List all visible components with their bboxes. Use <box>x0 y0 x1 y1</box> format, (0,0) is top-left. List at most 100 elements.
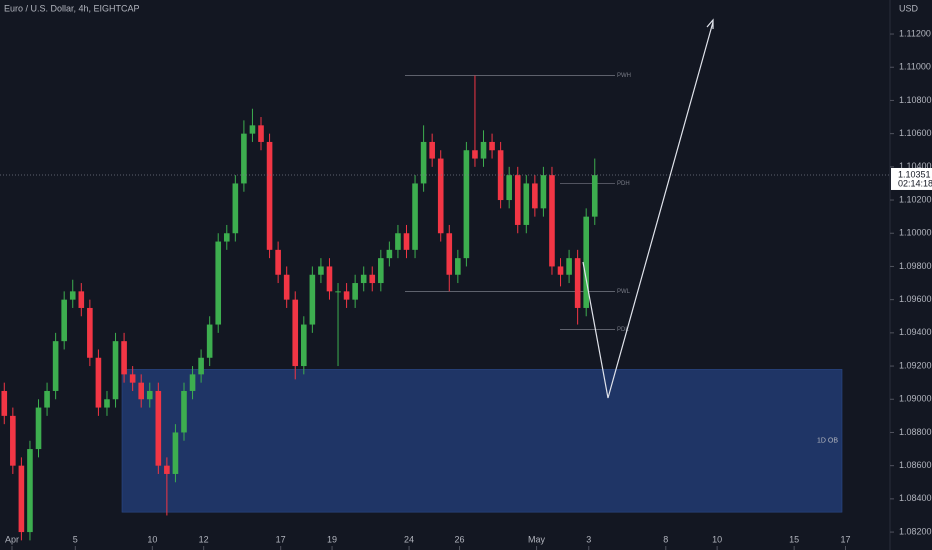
candle-body <box>523 183 530 225</box>
x-tick-label: 8 <box>663 534 668 544</box>
candle-body <box>343 291 350 300</box>
candle-body <box>386 249 393 259</box>
x-tick-label: 10 <box>712 534 722 544</box>
candle-body <box>352 283 358 300</box>
y-tick-label: 1.11000 <box>899 62 931 72</box>
candle-body <box>283 274 290 300</box>
candle-body <box>104 399 110 408</box>
candle-body <box>164 465 170 474</box>
x-tick-label: 19 <box>327 534 337 544</box>
candle-body <box>69 291 76 300</box>
candle-body <box>480 141 487 159</box>
x-tick-label: 10 <box>147 534 157 544</box>
x-tick-label: 15 <box>789 534 799 544</box>
candle-body <box>437 158 444 234</box>
candle-body <box>412 183 418 250</box>
y-tick-label: 1.08800 <box>899 427 932 437</box>
candle-body <box>1 390 8 416</box>
candle-body <box>446 233 453 275</box>
candle-body <box>10 415 16 466</box>
candle-body <box>429 141 435 159</box>
candle-body <box>129 374 136 383</box>
candle-body <box>506 175 512 201</box>
zone-label: 1D OB <box>817 438 838 445</box>
level-label: PDH <box>617 181 630 187</box>
y-tick-label: 1.10000 <box>899 228 932 238</box>
candle-body <box>326 266 333 292</box>
candle-body <box>532 183 538 209</box>
level-label: PWL <box>617 289 631 295</box>
x-tick-label: 17 <box>840 534 850 544</box>
candle-body <box>181 390 187 433</box>
level-label: PWH <box>617 73 631 79</box>
x-tick-label: 5 <box>73 534 78 544</box>
candle-body <box>463 150 470 259</box>
candle-body <box>112 341 119 400</box>
last-price-box <box>891 167 932 190</box>
projection-arrow <box>582 21 714 399</box>
y-tick-label: 1.09800 <box>899 261 932 271</box>
candle-body <box>241 133 247 184</box>
zone-layer: 1D OB PWH PDH PWL PDL <box>121 73 843 513</box>
candle-body <box>61 299 67 342</box>
y-tick-label: 1.09400 <box>899 327 932 337</box>
y-tick-label: 1.10200 <box>899 194 932 204</box>
candle-body <box>395 233 401 250</box>
candle-body <box>300 324 307 367</box>
candle-body <box>121 341 127 375</box>
candle-body <box>275 249 281 275</box>
x-tick-label: 26 <box>455 534 465 544</box>
candle-layer <box>1 75 598 541</box>
last-price-label: 1.10351 <box>898 169 931 179</box>
candle-body <box>172 432 179 474</box>
candle-body <box>35 407 42 450</box>
candle-body <box>309 274 316 325</box>
candle-body <box>249 125 256 134</box>
candle-body <box>198 357 204 375</box>
candle-body <box>18 465 25 533</box>
candle-body <box>369 274 376 284</box>
order-block-zone <box>121 369 843 513</box>
candle-body <box>138 382 145 400</box>
candle-body <box>497 150 504 201</box>
candle-body <box>87 307 93 358</box>
x-tick-label: 12 <box>199 534 209 544</box>
candle-body <box>52 341 59 391</box>
y-tick-label: 1.09600 <box>899 294 932 304</box>
candle-body <box>489 141 495 151</box>
candle-body <box>455 258 461 275</box>
candle-body <box>335 291 341 293</box>
y-tick-label: 1.09200 <box>899 360 932 370</box>
candle-body <box>215 241 222 325</box>
candle-body <box>420 141 427 184</box>
countdown-label: 02:14:18 <box>898 178 932 188</box>
candle-body <box>360 274 367 284</box>
candle-body <box>189 374 196 391</box>
level-label: PDL <box>617 327 629 333</box>
candle-body <box>78 291 85 308</box>
y-tick-label: 1.10600 <box>899 128 932 138</box>
y-tick-label: 1.11200 <box>899 28 931 38</box>
y-tick-label: 1.09000 <box>899 394 932 404</box>
candle-body <box>266 141 273 250</box>
candle-body <box>472 150 478 159</box>
y-tick-label: 1.08200 <box>899 526 932 536</box>
x-tick-label: 24 <box>404 534 414 544</box>
candle-body <box>258 125 264 142</box>
candle-body <box>223 233 230 242</box>
candle-body <box>574 258 581 308</box>
candle-body <box>378 258 384 284</box>
x-tick-label: May <box>528 534 546 544</box>
candle-body <box>206 324 213 358</box>
candle-body <box>232 183 239 234</box>
x-tick-label: Apr <box>5 534 19 544</box>
y-tick-label: 1.10400 <box>899 161 932 171</box>
candle-body <box>95 357 102 408</box>
candle-body <box>27 449 33 533</box>
candle-body <box>514 175 521 225</box>
candle-body <box>566 258 572 275</box>
y-tick-label: 1.08600 <box>899 460 932 470</box>
x-tick-label: 17 <box>276 534 286 544</box>
x-tick-label: 3 <box>586 534 591 544</box>
